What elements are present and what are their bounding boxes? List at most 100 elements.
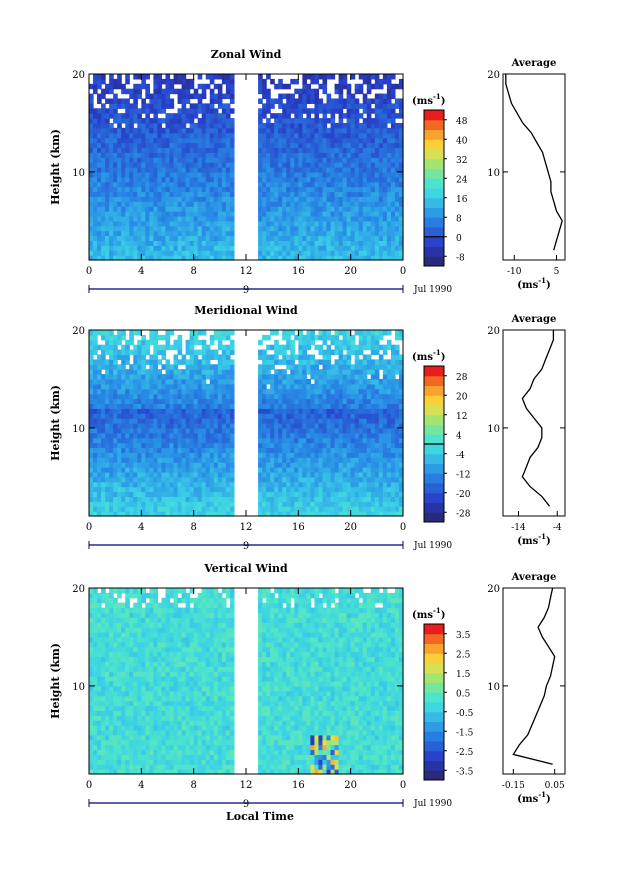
heatmap-cell xyxy=(298,127,303,134)
heatmap-cell xyxy=(374,74,380,80)
heatmap-cell xyxy=(286,215,291,222)
heatmap-cell xyxy=(193,108,199,114)
heatmap-cell xyxy=(97,413,102,419)
heatmap-cell xyxy=(258,369,263,375)
heatmap-cell xyxy=(201,364,207,370)
heatmap-cell xyxy=(169,447,175,453)
heatmap-cell xyxy=(334,344,340,351)
heatmap-cell xyxy=(125,476,130,483)
heatmap-cell xyxy=(338,245,344,251)
heatmap-cell xyxy=(378,240,384,246)
heatmap-cell xyxy=(334,206,340,212)
y-tick-label: 10 xyxy=(72,168,85,179)
heatmap-cell xyxy=(121,215,126,222)
heatmap-cell xyxy=(282,245,287,251)
heatmap-cell xyxy=(97,167,102,173)
heatmap-cell xyxy=(97,423,102,429)
heatmap-cell xyxy=(129,191,134,197)
heatmap-cell xyxy=(141,152,146,158)
heatmap-cell xyxy=(113,240,118,246)
heatmap-cell xyxy=(318,176,324,183)
heatmap-cell xyxy=(262,374,267,380)
heatmap-cell xyxy=(262,211,267,217)
heatmap-cell xyxy=(145,452,150,458)
heatmap-cell xyxy=(229,157,235,163)
heatmap-cell xyxy=(229,408,235,414)
heatmap-cell xyxy=(262,354,267,360)
heatmap-cell xyxy=(121,437,126,444)
heatmap-cell xyxy=(161,393,167,400)
heatmap-cell xyxy=(201,132,207,139)
heatmap-cell xyxy=(205,383,211,390)
heatmap-cell xyxy=(354,398,360,405)
heatmap-cell xyxy=(318,122,324,129)
heatmap-cell xyxy=(266,476,271,483)
heatmap-cell xyxy=(302,186,307,193)
heatmap-cell xyxy=(338,152,344,158)
heatmap-cell xyxy=(225,491,231,498)
heatmap-cell xyxy=(350,481,356,488)
heatmap-cell xyxy=(306,427,312,434)
heatmap-cell xyxy=(145,255,150,261)
heatmap-cell xyxy=(137,113,142,119)
heatmap-cell xyxy=(386,245,392,251)
heatmap-cell xyxy=(161,211,167,217)
heatmap-cell xyxy=(266,93,271,100)
heatmap-cell xyxy=(374,383,380,390)
heatmap-cell xyxy=(161,511,167,517)
heatmap-cell xyxy=(338,196,344,202)
heatmap-cell xyxy=(137,442,142,449)
heatmap-cell xyxy=(93,147,98,153)
heatmap-cell xyxy=(109,486,114,493)
heatmap-cell xyxy=(145,171,150,178)
heatmap-cell xyxy=(342,147,348,153)
heatmap-cell xyxy=(330,230,336,237)
heatmap-cell xyxy=(306,388,312,395)
heatmap-cell xyxy=(137,157,142,163)
heatmap-cell xyxy=(290,330,295,336)
heatmap-cell xyxy=(157,191,163,197)
heatmap-cell xyxy=(145,191,150,197)
heatmap-cell xyxy=(109,250,114,256)
heatmap-cell xyxy=(133,462,138,468)
heatmap-cell xyxy=(302,206,307,212)
heatmap-cell xyxy=(157,108,163,114)
heatmap-cell xyxy=(221,181,227,188)
heatmap-cell xyxy=(270,442,275,449)
heatmap-cell xyxy=(117,403,122,409)
heatmap-cell xyxy=(137,206,142,212)
heatmap-cell xyxy=(133,88,138,95)
heatmap-cell xyxy=(113,393,118,400)
heatmap-cell xyxy=(330,118,336,124)
heatmap-cell xyxy=(225,122,231,129)
heatmap-cell xyxy=(109,491,114,498)
heatmap-cell xyxy=(346,354,352,360)
heatmap-cell xyxy=(274,152,279,158)
heatmap-cell xyxy=(209,191,215,197)
heatmap-cell xyxy=(197,132,203,139)
heatmap-cell xyxy=(173,132,179,139)
heatmap-cell xyxy=(346,167,352,173)
heatmap-cell xyxy=(394,225,400,232)
heatmap-cell xyxy=(362,147,368,153)
heatmap-cell xyxy=(145,157,150,163)
heatmap-cell xyxy=(161,418,167,424)
heatmap-cell xyxy=(350,408,356,414)
heatmap-cell xyxy=(386,181,392,188)
heatmap-cell xyxy=(129,122,134,129)
heatmap-cell xyxy=(318,442,324,449)
heatmap-cell xyxy=(326,374,332,380)
heatmap-cell xyxy=(209,383,215,390)
heatmap-cell xyxy=(362,334,368,341)
heatmap-cell xyxy=(286,491,291,498)
heatmap-cell xyxy=(398,147,404,153)
heatmap-cell xyxy=(221,398,227,405)
heatmap-cell xyxy=(302,118,307,124)
heatmap-cell xyxy=(374,78,380,85)
heatmap-cell xyxy=(358,201,364,207)
heatmap-cell xyxy=(322,88,328,95)
heatmap-cell xyxy=(358,127,364,134)
heatmap-cell xyxy=(266,423,271,429)
heatmap-cell xyxy=(354,186,360,193)
heatmap-cell xyxy=(221,491,227,498)
